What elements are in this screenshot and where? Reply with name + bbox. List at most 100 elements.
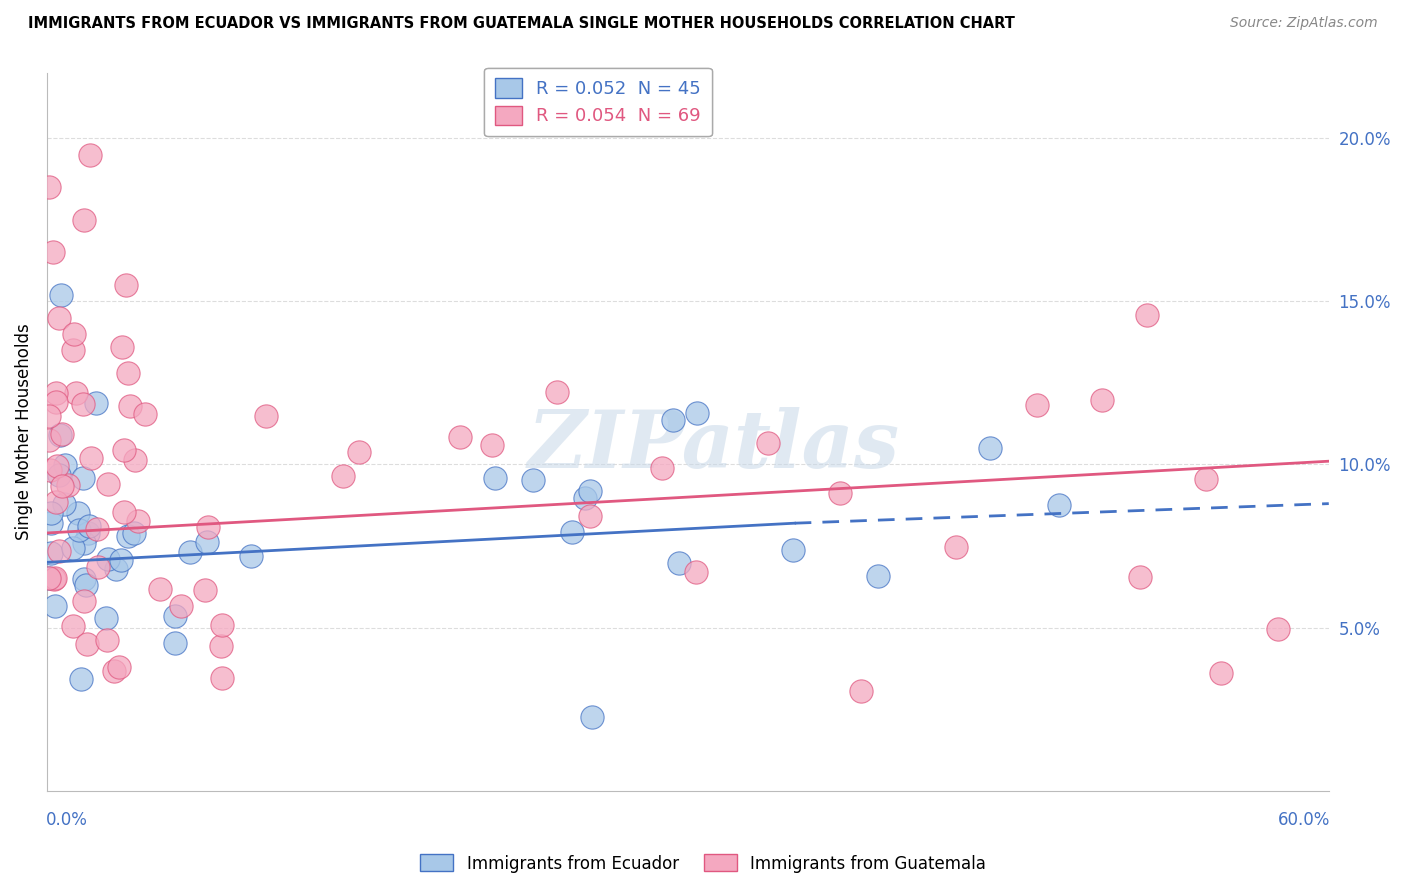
Point — [39, 516, 62, 531]
Text: ZIPatlas: ZIPatlas — [527, 408, 900, 485]
Point — [103, 664, 125, 678]
Point — [194, 582, 217, 597]
Point — [44, 571, 66, 585]
Point — [756, 435, 779, 450]
Point — [828, 486, 851, 500]
Point — [211, 617, 233, 632]
Point — [53, 458, 76, 473]
Point — [111, 340, 134, 354]
Point — [38, 180, 60, 194]
Text: Source: ZipAtlas.com: Source: ZipAtlas.com — [1230, 16, 1378, 30]
Point — [661, 413, 683, 427]
Point — [51, 479, 73, 493]
Point — [87, 560, 110, 574]
Point — [254, 409, 277, 423]
Point — [51, 427, 73, 442]
Point — [97, 477, 120, 491]
Point — [73, 594, 96, 608]
Point — [96, 633, 118, 648]
Point — [62, 541, 84, 555]
Point — [118, 399, 141, 413]
Point — [80, 451, 103, 466]
Text: IMMIGRANTS FROM ECUADOR VS IMMIGRANTS FROM GUATEMALA SINGLE MOTHER HOUSEHOLDS CO: IMMIGRANTS FROM ECUADOR VS IMMIGRANTS FR… — [28, 16, 1015, 31]
Point — [48, 543, 70, 558]
Point — [849, 684, 872, 698]
Point — [38, 571, 60, 585]
Point — [63, 326, 86, 341]
Point — [239, 549, 262, 563]
Point — [42, 572, 65, 586]
Point — [782, 543, 804, 558]
Point — [1211, 665, 1233, 680]
Point — [38, 409, 60, 424]
Point — [561, 524, 583, 539]
Point — [165, 636, 187, 650]
Text: 0.0%: 0.0% — [45, 811, 87, 829]
Point — [76, 637, 98, 651]
Point — [77, 526, 100, 541]
Point — [45, 495, 67, 509]
Point — [65, 385, 87, 400]
Point — [44, 599, 66, 614]
Point — [69, 672, 91, 686]
Point — [49, 288, 72, 302]
Point — [107, 660, 129, 674]
Point — [211, 671, 233, 685]
Point — [685, 565, 707, 579]
Point — [574, 491, 596, 505]
Point — [48, 467, 70, 482]
Point — [86, 522, 108, 536]
Point — [579, 508, 602, 523]
Point — [38, 571, 60, 585]
Legend: R = 0.052  N = 45, R = 0.054  N = 69: R = 0.052 N = 45, R = 0.054 N = 69 — [484, 68, 711, 136]
Point — [179, 544, 201, 558]
Point — [484, 471, 506, 485]
Point — [134, 407, 156, 421]
Point — [84, 396, 107, 410]
Point — [72, 471, 94, 485]
Point — [46, 458, 69, 473]
Point — [72, 212, 94, 227]
Point — [66, 507, 89, 521]
Point — [547, 385, 569, 400]
Point — [62, 343, 84, 358]
Point — [52, 497, 75, 511]
Point — [48, 428, 70, 442]
Point — [668, 556, 690, 570]
Point — [45, 386, 67, 401]
Point — [686, 406, 709, 420]
Point — [1090, 392, 1112, 407]
Point — [1129, 570, 1152, 584]
Point — [67, 524, 90, 538]
Point — [349, 445, 371, 459]
Point — [124, 453, 146, 467]
Point — [114, 278, 136, 293]
Point — [1047, 498, 1070, 512]
Point — [79, 147, 101, 161]
Point — [56, 478, 79, 492]
Point — [149, 582, 172, 596]
Point — [945, 541, 967, 555]
Point — [1195, 472, 1218, 486]
Point — [449, 430, 471, 444]
Point — [195, 534, 218, 549]
Point — [866, 569, 889, 583]
Text: 60.0%: 60.0% — [1278, 811, 1330, 829]
Point — [1026, 398, 1049, 412]
Point — [48, 310, 70, 325]
Point — [39, 506, 62, 520]
Point — [76, 578, 98, 592]
Point — [62, 618, 84, 632]
Point — [117, 366, 139, 380]
Point — [79, 519, 101, 533]
Point — [112, 505, 135, 519]
Point — [73, 535, 96, 549]
Point — [72, 397, 94, 411]
Point — [112, 443, 135, 458]
Point — [169, 599, 191, 613]
Point — [1267, 622, 1289, 636]
Point — [163, 609, 186, 624]
Point — [117, 529, 139, 543]
Point — [39, 545, 62, 559]
Point — [1136, 308, 1159, 322]
